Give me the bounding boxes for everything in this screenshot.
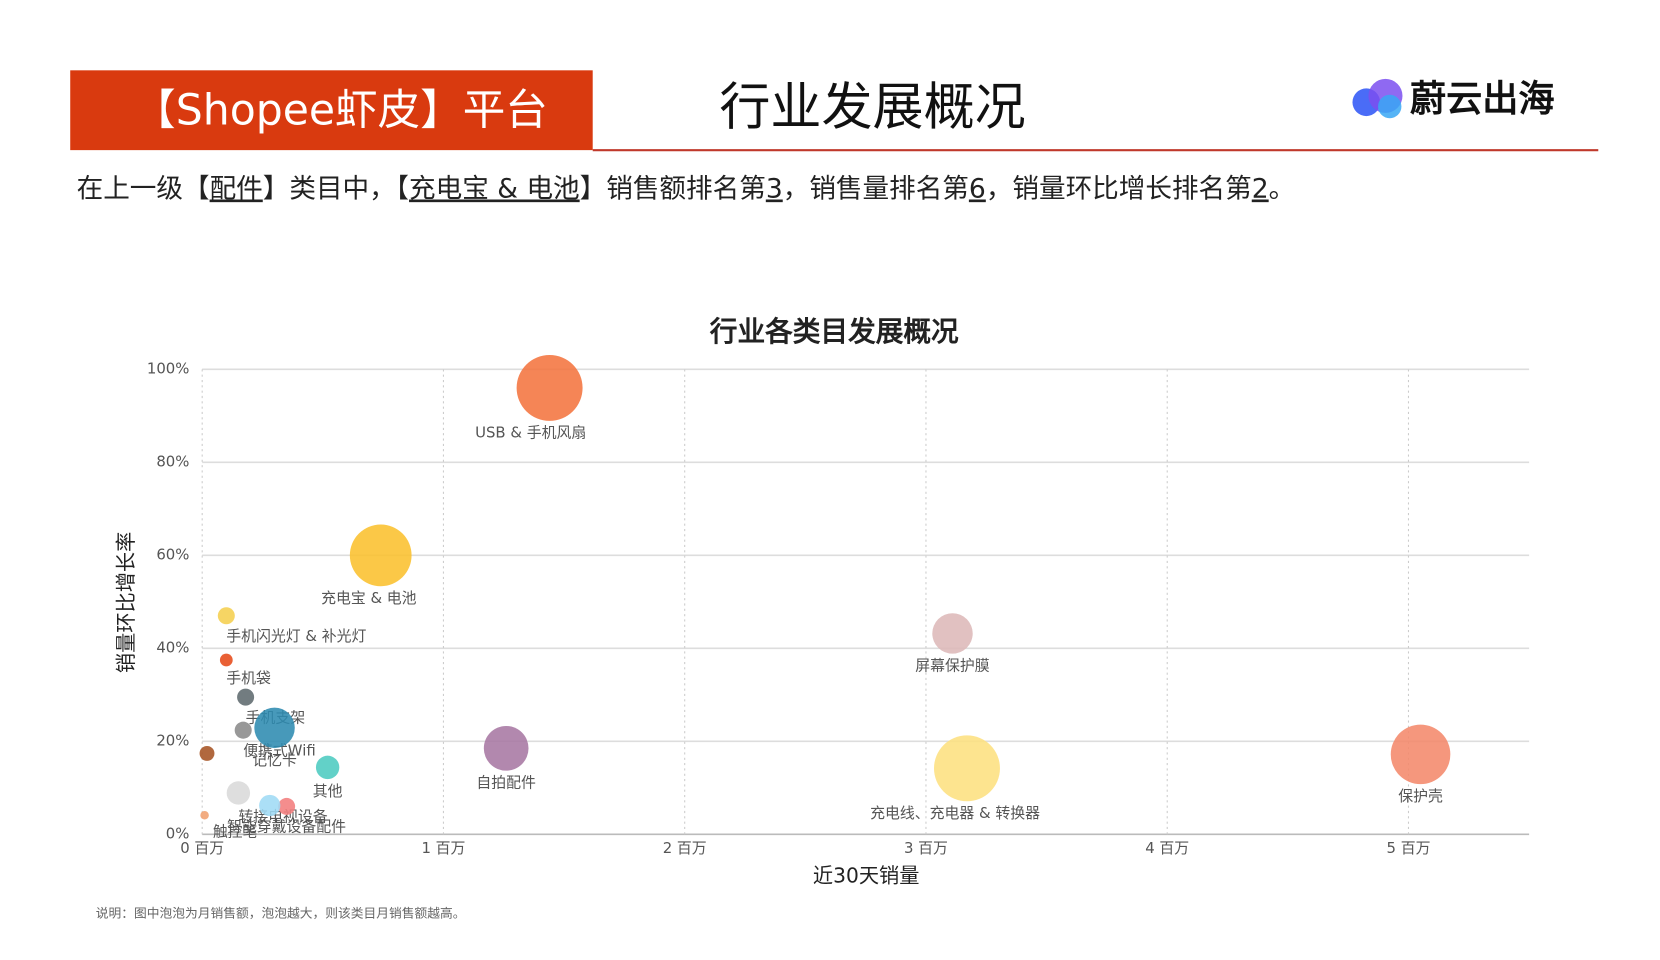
y-tick-label: 20% <box>156 731 189 749</box>
summary-highlight: 3 <box>766 173 783 204</box>
bubble <box>219 653 233 667</box>
bubble-label: USB & 手机风扇 <box>475 424 586 442</box>
y-tick-label: 60% <box>156 545 189 563</box>
bubble <box>349 524 412 587</box>
bubble <box>237 688 255 706</box>
summary-highlight: 充电宝 & 电池 <box>409 173 580 204</box>
summary-text: ，销售量排名第 <box>783 173 969 204</box>
summary-highlight: 6 <box>969 173 986 204</box>
bubble <box>516 354 583 421</box>
bubble-label: 转接电视设备 <box>238 807 327 825</box>
x-tick-label: 2 百万 <box>663 839 707 857</box>
bubble-label: 便携式Wifi <box>243 741 316 759</box>
bubble <box>483 725 529 771</box>
summary-text: 】销售额排名第 <box>580 173 766 204</box>
bubble-label: 充电线、充电器 & 转换器 <box>870 804 1040 822</box>
summary-text: ，销量环比增长排名第 <box>986 173 1252 204</box>
bubble <box>226 781 251 805</box>
x-tick-label: 5 百万 <box>1387 839 1431 857</box>
bubble <box>234 721 252 739</box>
summary: 在上一级【配件】类目中，【充电宝 & 电池】销售额排名第3，销售量排名第6，销量… <box>77 173 1296 204</box>
x-tick-label: 3 百万 <box>904 839 948 857</box>
x-tick-label: 1 百万 <box>421 839 465 857</box>
bubble-label: 自拍配件 <box>476 773 536 791</box>
chart-title: 行业各类目发展概况 <box>709 315 959 348</box>
plot: 0% 20% 40% 60% 80% 100% 0 百万 1 百万 2 百万 3 百万 4 百万 5 … <box>147 354 1530 857</box>
x-axis-label: 近30天销量 <box>813 863 920 887</box>
bubble <box>200 811 209 820</box>
y-tick-label: 0% <box>166 824 190 842</box>
logo: 蔚云出海 <box>1352 77 1555 120</box>
summary-text: 】类目中，【 <box>263 173 409 204</box>
bubble-label: 记忆卡 <box>252 751 297 769</box>
bubble-label: 保护壳 <box>1398 787 1443 805</box>
badge-bg <box>70 70 593 151</box>
summary-text: 在上一级【 <box>77 173 210 204</box>
bubble <box>933 735 1000 802</box>
note: 说明：图中泡泡为月销售额，泡泡越大，则该类目月销售额越高。 <box>96 906 466 922</box>
summary-text: 。 <box>1269 173 1296 204</box>
logo-text: 蔚云出海 <box>1410 77 1555 120</box>
bubble-label: 充电宝 & 电池 <box>321 589 417 607</box>
y-tick-label: 40% <box>156 638 189 656</box>
bubble <box>199 745 215 761</box>
bubble <box>315 755 340 780</box>
x-tick-label: 4 百万 <box>1145 839 1189 857</box>
bubble-label: 手机袋 <box>226 669 271 687</box>
badge: 【Shopee虾皮】平台 <box>133 85 548 135</box>
bubble-label: 智能穿戴设备配件 <box>227 818 346 836</box>
bubble <box>259 794 281 817</box>
logo-icon <box>1378 94 1402 119</box>
bubble <box>254 707 295 749</box>
summary-highlight: 配件 <box>210 173 263 204</box>
bubble-label: 手机闪光灯 & 补光灯 <box>226 627 366 645</box>
bubble <box>278 797 296 815</box>
y-axis-label: 销量环比增长率 <box>114 532 138 673</box>
bubble <box>1390 724 1451 785</box>
bubble-label: 屏幕保护膜 <box>915 656 989 674</box>
page-title: 行业发展概况 <box>719 79 1025 138</box>
y-tick-label: 100% <box>147 359 190 377</box>
y-tick-label: 80% <box>156 452 189 470</box>
bubble <box>932 613 973 654</box>
bubble-label: 触控笔 <box>213 822 258 840</box>
x-tick-label: 0 百万 <box>180 839 224 857</box>
bubble <box>217 607 235 625</box>
bubble-label: 其他 <box>313 782 343 800</box>
summary-highlight: 2 <box>1252 173 1269 204</box>
